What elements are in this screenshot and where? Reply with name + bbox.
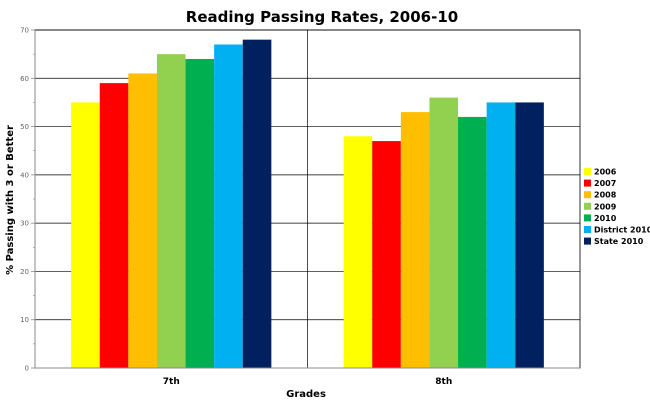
legend-label: 2010 xyxy=(594,214,617,223)
bar xyxy=(214,44,243,368)
legend-swatch xyxy=(584,179,591,187)
y-tick-label: 70 xyxy=(20,27,29,35)
x-category-label: 8th xyxy=(435,377,452,387)
y-tick-label: 10 xyxy=(20,316,29,324)
axes xyxy=(31,29,581,369)
bar xyxy=(372,141,401,368)
legend-label: State 2010 xyxy=(594,237,644,246)
bar xyxy=(400,112,430,368)
x-category-label: 7th xyxy=(163,377,180,387)
bar xyxy=(343,136,373,368)
y-tick-label: 0 xyxy=(25,365,29,373)
y-tick-labels: 0 10 20 30 40 50 60 70 xyxy=(20,27,29,373)
y-tick-label: 20 xyxy=(20,268,29,276)
bar xyxy=(458,116,487,369)
bar xyxy=(242,39,272,369)
legend-label: 2008 xyxy=(594,191,617,200)
bar xyxy=(156,54,186,369)
legend-swatch xyxy=(584,168,591,175)
x-category-labels: 7th 8th xyxy=(163,377,452,387)
legend-swatch xyxy=(584,237,591,245)
bar xyxy=(99,83,129,368)
legend-label: District 2010 xyxy=(594,226,650,235)
legend-swatch xyxy=(584,226,591,233)
bar xyxy=(515,102,544,368)
y-tick-label: 50 xyxy=(20,123,29,131)
bars xyxy=(71,39,544,369)
legend: 2006 2007 2008 2009 2010 District 2010 State 2… xyxy=(584,168,650,246)
y-tick-label: 40 xyxy=(20,171,29,179)
legend-label: 2009 xyxy=(594,202,617,211)
bar xyxy=(128,73,157,368)
bar xyxy=(486,102,516,368)
y-tick-label: 60 xyxy=(20,75,29,83)
legend-swatch xyxy=(584,202,591,210)
legend-swatch xyxy=(584,214,591,222)
y-tick-label: 30 xyxy=(20,220,29,228)
bar xyxy=(185,58,215,368)
legend-label: 2007 xyxy=(594,179,616,188)
legend-swatch xyxy=(584,191,591,199)
bar xyxy=(71,102,100,368)
bar xyxy=(429,97,459,368)
legend-label: 2006 xyxy=(594,168,617,177)
chart-title: Reading Passing Rates, 2006-10 xyxy=(186,8,458,26)
x-axis-label: Grades xyxy=(286,389,326,400)
y-axis-label: % Passing with 3 or Better xyxy=(5,125,16,275)
